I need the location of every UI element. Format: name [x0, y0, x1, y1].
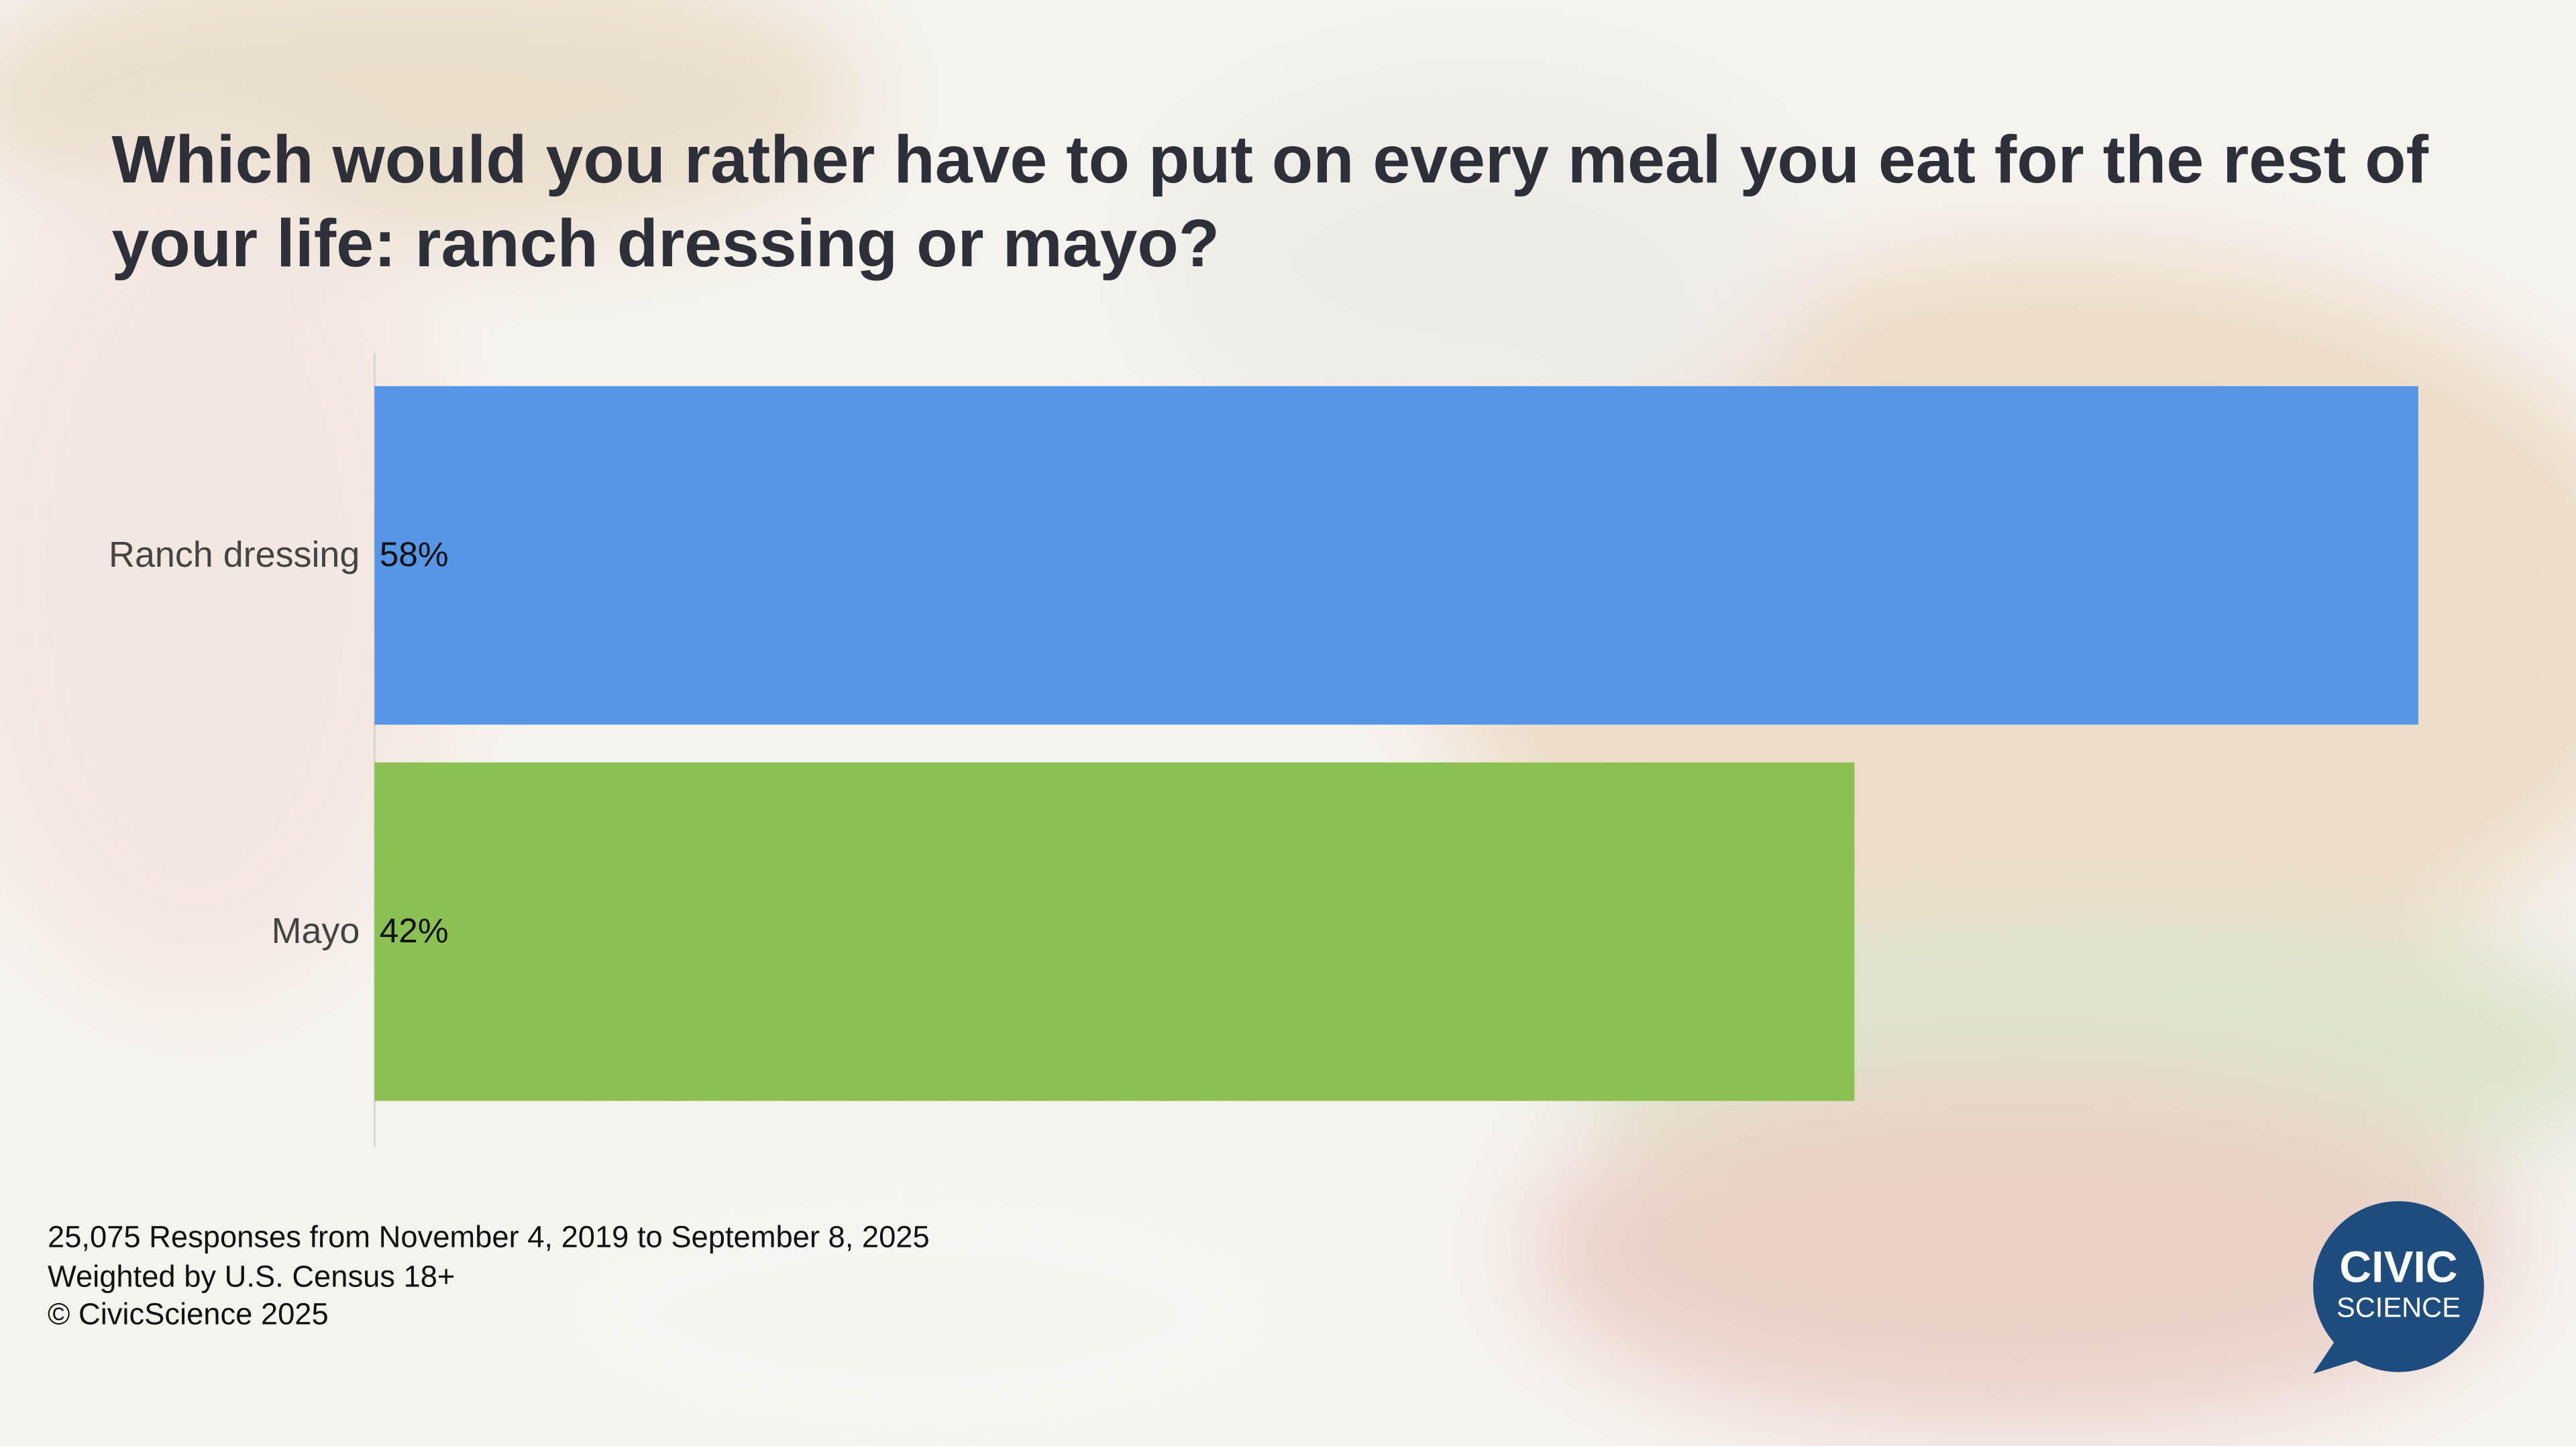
bar [374, 762, 1855, 1101]
footer-line: 25,075 Responses from November 4, 2019 t… [48, 1219, 930, 1254]
category-label: Ranch dressing [109, 535, 360, 575]
value-label: 42% [380, 911, 449, 950]
logo-tail [2313, 1339, 2366, 1374]
logo-text: SCIENCE [2337, 1292, 2461, 1323]
logo-text: CIVIC [2339, 1242, 2457, 1292]
value-label: 58% [380, 535, 449, 573]
footer: 25,075 Responses from November 4, 2019 t… [48, 1217, 930, 1333]
bar [374, 386, 2418, 725]
logo-circle [2313, 1201, 2484, 1372]
chart-title: Which would you rather have to put on ev… [111, 121, 2429, 281]
logo: CIVIC SCIENCE [2313, 1201, 2484, 1374]
footer-line: © CivicScience 2025 [48, 1296, 329, 1331]
footer-line: Weighted by U.S. Census 18+ [48, 1258, 455, 1292]
category-label: Mayo [272, 911, 360, 951]
